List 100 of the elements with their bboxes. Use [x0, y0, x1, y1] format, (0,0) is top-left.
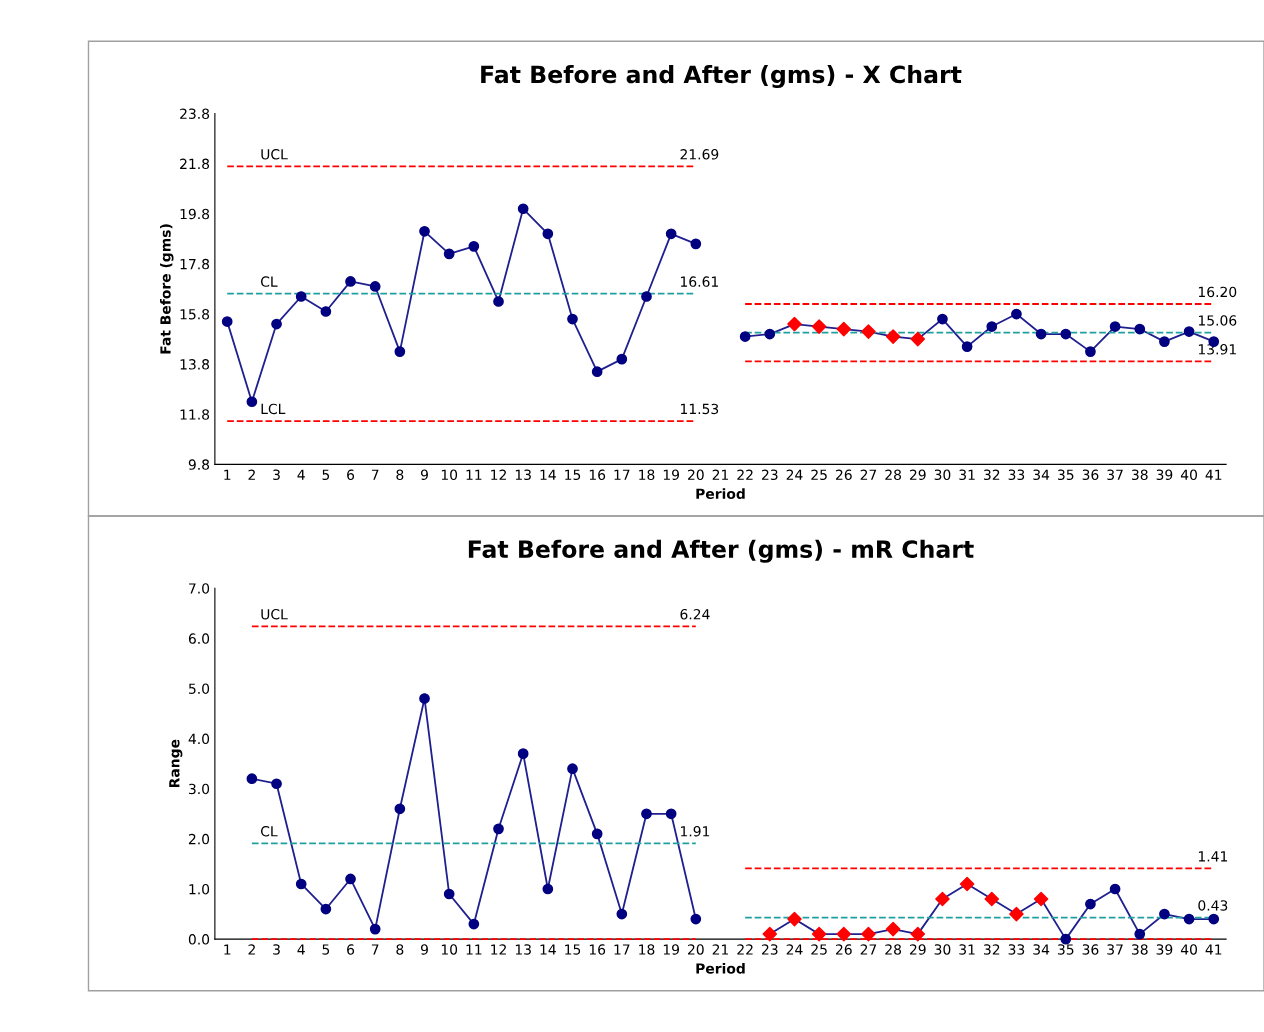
- x-tick-label: 37: [1107, 469, 1123, 481]
- x-tick-label: 7: [371, 944, 379, 955]
- x-tick-label: 36: [1082, 469, 1099, 481]
- x-tick-label: 9: [420, 469, 428, 481]
- x-tick-label: 22: [737, 944, 753, 955]
- x-tick-label: 31: [959, 944, 975, 955]
- y-tick-label: 11.8: [180, 409, 210, 420]
- x-tick-label: 12: [491, 944, 506, 955]
- x-tick-label: 23: [761, 944, 778, 955]
- x-tick-label: 15: [565, 944, 581, 955]
- x-tick-label: 5: [322, 469, 330, 481]
- x-tick-label: 41: [1205, 469, 1222, 480]
- x-tick-label: 27: [860, 469, 877, 480]
- annotation: 21.69: [680, 149, 719, 160]
- y-tick-label: 19.8: [180, 208, 210, 220]
- annotation: CL: [260, 276, 278, 287]
- x-tick-label: 9: [420, 944, 428, 955]
- y-tick-label: 5.0: [189, 683, 210, 694]
- x-tick-label: 4: [297, 944, 305, 955]
- x-tick-label: 25: [811, 469, 827, 481]
- annotation: 16.20: [1198, 286, 1237, 298]
- x-tick-label: 20: [688, 469, 704, 481]
- y-tick-label: 23.8: [180, 108, 210, 119]
- x-axis-title: Period: [696, 962, 745, 974]
- x-tick-label: 33: [1008, 944, 1025, 955]
- x-tick-label: 13: [515, 944, 531, 955]
- x-tick-label: 15: [565, 469, 581, 481]
- x-tick-label: 34: [1033, 469, 1050, 481]
- x-tick-label: 6: [347, 944, 355, 955]
- x-tick-label: 41: [1205, 944, 1222, 955]
- x-tick-label: 14: [540, 469, 556, 480]
- x-tick-label: 23: [761, 469, 778, 481]
- x-tick-label: 1: [224, 944, 231, 955]
- x-tick-label: 37: [1107, 944, 1123, 955]
- x-tick-label: 35: [1057, 944, 1074, 955]
- x-tick-label: 28: [885, 469, 902, 481]
- x-tick-label: 29: [909, 944, 926, 955]
- x-tick-label: 24: [786, 469, 803, 480]
- annotation: LCL: [261, 403, 286, 415]
- x-axis-title: Period: [696, 488, 745, 500]
- x-tick-label: 11: [466, 944, 482, 955]
- x-tick-label: 39: [1156, 469, 1173, 481]
- y-tick-label: 17.8: [180, 258, 210, 270]
- x-tick-label: 8: [396, 469, 404, 481]
- y-tick-label: 3.0: [188, 783, 210, 795]
- x-tick-label: 4: [297, 469, 305, 480]
- y-tick-label: 7.0: [189, 583, 210, 594]
- x-tick-label: 39: [1156, 944, 1173, 955]
- y-axis-title: Range: [169, 739, 183, 788]
- x-tick-label: 18: [639, 469, 655, 481]
- y-tick-label: 21.8: [180, 158, 210, 170]
- chart-title: Fat Before and After (gms) - X Chart: [481, 65, 962, 89]
- annotation: CL: [260, 826, 278, 837]
- x-tick-label: 17: [614, 944, 630, 955]
- annotation: 6.24: [680, 608, 710, 620]
- annotation: 16.61: [681, 276, 718, 287]
- x-tick-label: 17: [614, 469, 630, 480]
- annotation: 1.41: [1198, 851, 1228, 862]
- y-axis-title: Fat Before (gms): [159, 224, 174, 354]
- y-tick-label: 0.0: [188, 934, 210, 945]
- y-tick-label: 6.0: [188, 633, 210, 644]
- y-tick-label: 4.0: [188, 733, 210, 745]
- x-tick-label: 19: [663, 469, 680, 481]
- x-tick-label: 30: [934, 469, 951, 481]
- x-tick-label: 40: [1180, 944, 1197, 955]
- x-tick-label: 8: [396, 944, 404, 955]
- annotation: 0.43: [1198, 900, 1228, 911]
- chart-title: Fat Before and After (gms) - mR Chart: [468, 539, 974, 563]
- x-tick-label: 35: [1057, 469, 1074, 481]
- annotation: UCL: [261, 149, 288, 160]
- x-tick-label: 3: [273, 944, 280, 955]
- x-tick-label: 26: [835, 944, 852, 955]
- x-tick-label: 13: [515, 469, 531, 481]
- x-tick-label: 28: [885, 944, 902, 955]
- x-tick-label: 32: [984, 944, 1000, 955]
- x-tick-label: 34: [1033, 944, 1050, 955]
- annotation: 1.91: [681, 826, 710, 837]
- x-tick-label: 21: [712, 469, 729, 480]
- y-tick-label: 13.8: [180, 359, 210, 370]
- x-tick-label: 16: [589, 469, 606, 481]
- x-tick-label: 10: [441, 944, 458, 955]
- x-tick-label: 24: [786, 944, 803, 955]
- x-tick-label: 26: [835, 469, 852, 481]
- x-tick-label: 16: [589, 944, 606, 955]
- x-tick-label: 12: [491, 469, 506, 480]
- x-tick-label: 38: [1131, 944, 1148, 955]
- annotation: UCL: [261, 608, 288, 620]
- x-tick-label: 27: [860, 944, 877, 955]
- x-tick-label: 5: [322, 944, 330, 955]
- x-tick-label: 38: [1131, 469, 1148, 481]
- annotation: 13.91: [1198, 344, 1236, 355]
- x-tick-label: 7: [371, 469, 379, 480]
- x-tick-label: 10: [441, 469, 458, 481]
- x-tick-label: 36: [1082, 944, 1099, 955]
- annotation: 15.06: [1198, 315, 1237, 326]
- x-tick-label: 31: [959, 469, 975, 481]
- x-tick-label: 11: [466, 469, 482, 480]
- y-tick-label: 15.8: [180, 308, 210, 320]
- x-tick-label: 6: [347, 469, 355, 481]
- x-tick-label: 32: [984, 469, 1000, 481]
